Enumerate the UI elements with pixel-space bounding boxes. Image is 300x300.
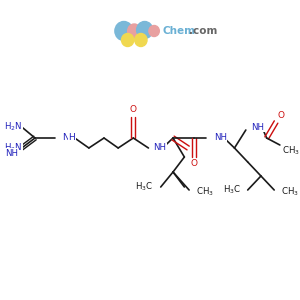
Text: H$_3$C: H$_3$C (135, 181, 153, 193)
Text: CH$_3$: CH$_3$ (281, 186, 299, 198)
Text: CH$_3$: CH$_3$ (196, 186, 214, 198)
Text: N: N (62, 134, 69, 142)
Text: CH$_3$: CH$_3$ (282, 145, 300, 157)
Text: O: O (277, 112, 284, 121)
Text: .com: .com (189, 26, 218, 36)
Text: Chem: Chem (163, 26, 196, 36)
Text: NH: NH (5, 148, 18, 158)
Circle shape (136, 22, 153, 38)
Circle shape (122, 34, 134, 46)
Circle shape (128, 24, 141, 38)
Circle shape (115, 22, 133, 40)
Text: NH: NH (251, 122, 265, 131)
Circle shape (149, 26, 159, 37)
Text: NH: NH (214, 134, 227, 142)
Text: H$_3$C: H$_3$C (223, 184, 241, 196)
Circle shape (135, 34, 147, 46)
Text: H$_2$N: H$_2$N (4, 142, 22, 154)
Text: H$_2$N: H$_2$N (4, 121, 22, 133)
Text: H: H (68, 134, 75, 142)
Text: O: O (130, 104, 137, 113)
Text: O: O (190, 160, 197, 169)
Text: NH: NH (153, 143, 166, 152)
